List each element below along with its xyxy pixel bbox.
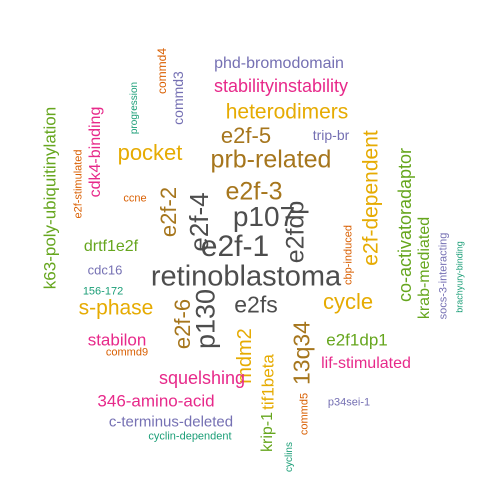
word-brachyury-binding: brachyury-binding xyxy=(454,241,465,313)
word-e2f-2: e2f-2 xyxy=(156,186,181,238)
word-progression: progression xyxy=(129,81,140,135)
word-cdk4-binding: cdk4-binding xyxy=(87,106,104,198)
word-commd3: commd3 xyxy=(170,71,186,125)
word-c-terminus-deleted: c-terminus-deleted xyxy=(108,413,234,431)
word-retinoblastoma: retinoblastoma xyxy=(150,260,342,293)
word-e2f-stimulated: e2f-stimulated xyxy=(72,149,85,219)
word-squelshing: squelshing xyxy=(158,368,246,388)
word-prb-related: prb-related xyxy=(210,145,332,174)
word-stabilityinstability: stabilityinstability xyxy=(213,76,349,96)
word-346-amino-acid: 346-amino-acid xyxy=(97,391,215,411)
word-s-phase: s-phase xyxy=(78,296,154,320)
word-trip-br: trip-br xyxy=(312,127,350,143)
word-pocket: pocket xyxy=(117,140,183,165)
word-e2f-dependent: e2f-dependent xyxy=(359,130,383,266)
word-cyclin-dependent: cyclin-dependent xyxy=(148,430,232,443)
word-phd-bromodomain: phd-bromodomain xyxy=(214,55,344,72)
word-13q34: 13q34 xyxy=(288,321,315,385)
word-co-activatoradaptor: co-activatoradaptor xyxy=(395,147,415,303)
word-e2fs: e2fs xyxy=(234,291,278,318)
word-e2f-3: e2f-3 xyxy=(225,177,283,206)
word-p130: p130 xyxy=(190,288,221,350)
word-tif1beta: tif1beta xyxy=(258,354,278,410)
word-cdc16: cdc16 xyxy=(87,262,123,278)
word-p107: p107 xyxy=(232,201,296,232)
word-p34sei-1: p34sei-1 xyxy=(327,396,371,409)
word-156-172: 156-172 xyxy=(82,285,124,298)
word-commd9: commd9 xyxy=(105,346,149,359)
word-drtf1e2f: drtf1e2f xyxy=(83,238,139,255)
word-cbp-induced: cbp-induced xyxy=(342,225,355,285)
word-commd5: commd5 xyxy=(298,392,311,436)
word-e2f-6: e2f-6 xyxy=(170,298,195,350)
word-e2f1dp1: e2f1dp1 xyxy=(326,330,388,350)
word-stabilon: stabilon xyxy=(87,330,147,350)
word-cycle: cycle xyxy=(322,289,374,314)
word-krip-1: krip-1 xyxy=(259,411,276,453)
word-e2f-1: e2f-1 xyxy=(200,230,270,263)
word-commd4: commd4 xyxy=(155,47,169,95)
word-ccne: ccne xyxy=(123,192,147,205)
word-e2f-5: e2f-5 xyxy=(220,123,272,148)
word-k63-poly-ubiquitinylation: k63-poly-ubiquitinylation xyxy=(40,106,60,290)
word-e2f-4: e2f-4 xyxy=(184,192,214,252)
word-lif-stimulated: lif-stimulated xyxy=(321,355,411,372)
word-krab-mediated: krab-mediated xyxy=(416,216,433,320)
word-heterodimers: heterodimers xyxy=(225,100,349,124)
word-socs-3-interacting: socs-3-interacting xyxy=(437,232,450,320)
word-e2fdp: e2fdp xyxy=(281,200,310,264)
word-cyclins: cyclins xyxy=(284,441,295,473)
